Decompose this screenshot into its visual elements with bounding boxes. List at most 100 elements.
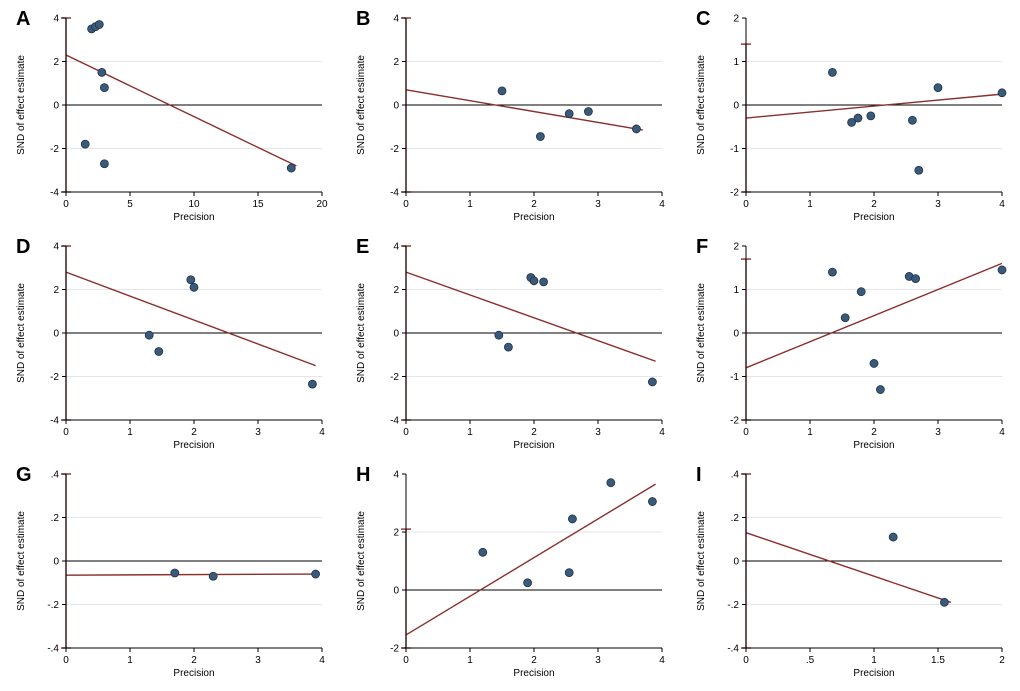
svg-text:0: 0 [393,586,399,597]
svg-text:0: 0 [63,427,69,438]
x-axis-label: Precision [513,440,554,451]
svg-text:.2: .2 [51,513,60,524]
x-axis-label: Precision [173,440,214,451]
svg-text:1: 1 [467,199,473,210]
svg-text:-.2: -.2 [727,600,739,611]
svg-text:-4: -4 [50,416,59,427]
svg-text:20: 20 [316,199,328,210]
svg-text:-2: -2 [390,144,399,155]
svg-text:2: 2 [531,655,537,666]
svg-text:2: 2 [191,655,197,666]
svg-text:2: 2 [53,285,59,296]
svg-text:-2: -2 [390,372,399,383]
y-axis-label: SND of effect estimate [16,55,27,155]
svg-text:0: 0 [53,101,59,112]
panel-G: G-.4-.20.2.401234PrecisionSND of effect … [10,464,330,680]
svg-text:-2: -2 [730,416,739,427]
svg-text:-2: -2 [50,372,59,383]
panel-svg: -2-101201234PrecisionSND of effect estim… [690,8,1010,224]
panel-svg: -4-202401234PrecisionSND of effect estim… [350,236,670,452]
svg-text:3: 3 [935,427,941,438]
svg-text:-4: -4 [50,188,59,199]
svg-text:4: 4 [659,655,665,666]
svg-text:1: 1 [807,427,813,438]
svg-text:1: 1 [127,655,133,666]
x-axis-label: Precision [853,212,894,223]
panel-svg: -4-202401234PrecisionSND of effect estim… [10,236,330,452]
panel-svg: -4-202405101520PrecisionSND of effect es… [10,8,330,224]
svg-text:1.5: 1.5 [931,655,945,666]
svg-text:10: 10 [188,199,200,210]
svg-text:1: 1 [733,57,739,68]
svg-text:1: 1 [127,427,133,438]
panel-svg: -202401234PrecisionSND of effect estimat… [350,464,670,680]
svg-text:4: 4 [319,427,325,438]
svg-text:4: 4 [659,427,665,438]
panel-letter: B [356,8,370,31]
y-axis-label: SND of effect estimate [356,283,367,383]
panel-B: B-4-202401234PrecisionSND of effect esti… [350,8,670,224]
svg-text:2: 2 [531,199,537,210]
figure-grid: A-4-202405101520PrecisionSND of effect e… [0,0,1020,691]
panel-F: F-2-101201234PrecisionSND of effect esti… [690,236,1010,452]
svg-text:-.2: -.2 [47,600,59,611]
panel-I: I-.4-.20.2.40.511.52PrecisionSND of effe… [690,464,1010,680]
panel-A: A-4-202405101520PrecisionSND of effect e… [10,8,330,224]
svg-text:-2: -2 [730,188,739,199]
svg-text:2: 2 [393,57,399,68]
svg-text:-.4: -.4 [727,644,739,655]
y-axis-label: SND of effect estimate [696,511,707,611]
svg-text:4: 4 [393,242,399,253]
panel-letter: I [696,464,702,487]
panel-letter: E [356,236,369,259]
svg-text:4: 4 [393,14,399,25]
svg-text:2: 2 [871,427,877,438]
svg-text:2: 2 [531,427,537,438]
svg-text:0: 0 [393,101,399,112]
svg-text:3: 3 [595,199,601,210]
svg-text:0: 0 [743,655,749,666]
svg-text:0: 0 [743,427,749,438]
panel-svg: -.4-.20.2.401234PrecisionSND of effect e… [10,464,330,680]
svg-text:3: 3 [255,427,261,438]
x-axis-label: Precision [173,668,214,679]
panel-letter: F [696,236,708,259]
y-axis-label: SND of effect estimate [696,55,707,155]
svg-text:4: 4 [659,199,665,210]
panel-E: E-4-202401234PrecisionSND of effect esti… [350,236,670,452]
svg-text:4: 4 [999,199,1005,210]
svg-text:0: 0 [733,101,739,112]
svg-text:1: 1 [807,199,813,210]
svg-text:.4: .4 [731,470,740,481]
svg-text:0: 0 [403,427,409,438]
svg-text:2: 2 [733,14,739,25]
y-axis-label: SND of effect estimate [16,283,27,383]
svg-text:0: 0 [403,655,409,666]
svg-text:1: 1 [467,655,473,666]
svg-text:.2: .2 [731,513,740,524]
x-axis-label: Precision [853,668,894,679]
svg-text:4: 4 [53,242,59,253]
panel-letter: H [356,464,370,487]
x-axis-label: Precision [513,668,554,679]
svg-text:4: 4 [53,14,59,25]
panel-letter: C [696,8,710,31]
svg-text:0: 0 [403,199,409,210]
svg-text:2: 2 [733,242,739,253]
y-axis-label: SND of effect estimate [356,511,367,611]
svg-text:4: 4 [999,427,1005,438]
y-axis-label: SND of effect estimate [696,283,707,383]
panel-C: C-2-101201234PrecisionSND of effect esti… [690,8,1010,224]
svg-text:0: 0 [743,199,749,210]
svg-text:0: 0 [733,329,739,340]
svg-text:-4: -4 [390,416,399,427]
panel-letter: A [16,8,30,31]
panel-svg: -.4-.20.2.40.511.52PrecisionSND of effec… [690,464,1010,680]
svg-text:1: 1 [467,427,473,438]
svg-text:1: 1 [733,285,739,296]
svg-text:.5: .5 [806,655,815,666]
svg-text:-2: -2 [50,144,59,155]
svg-text:0: 0 [733,557,739,568]
x-axis-label: Precision [173,212,214,223]
svg-text:1: 1 [871,655,877,666]
